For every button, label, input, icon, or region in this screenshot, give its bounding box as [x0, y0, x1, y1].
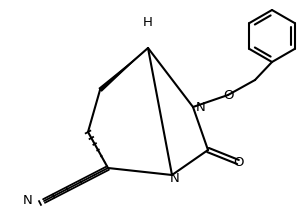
Text: N: N — [23, 193, 33, 207]
Text: H: H — [143, 15, 153, 28]
Text: O: O — [223, 88, 233, 101]
Text: N: N — [196, 100, 206, 114]
Text: N: N — [170, 172, 180, 184]
Text: O: O — [233, 156, 243, 169]
Polygon shape — [98, 48, 148, 92]
